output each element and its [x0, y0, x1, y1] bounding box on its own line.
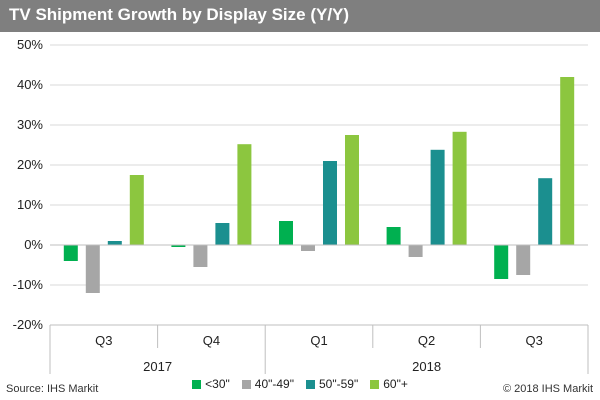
bar — [301, 245, 315, 251]
legend-swatch — [192, 380, 202, 389]
bar — [63, 245, 78, 261]
bar — [494, 245, 509, 279]
bar — [237, 144, 252, 245]
y-tick-label: -10% — [13, 277, 44, 292]
bar — [279, 221, 293, 245]
bar — [538, 178, 553, 245]
bar — [215, 223, 230, 245]
legend-item: <30" — [192, 377, 230, 391]
legend-label: <30" — [205, 377, 230, 391]
legend-label: 40"-49" — [254, 377, 294, 391]
bar — [129, 175, 144, 245]
x-tick-label: Q4 — [203, 333, 220, 348]
bar — [516, 245, 531, 275]
bar — [452, 131, 467, 245]
legend-item: 50"-59" — [306, 377, 358, 391]
bar — [345, 135, 359, 245]
year-group-label: 2017 — [143, 359, 172, 374]
bar — [430, 149, 445, 245]
x-tick-label: Q1 — [310, 333, 327, 348]
bar — [560, 77, 575, 245]
legend: <30" 40"-49" 50"-59" 60"+ — [0, 377, 600, 391]
legend-item: 40"-49" — [241, 377, 294, 391]
legend-item: 60"+ — [370, 377, 408, 391]
y-tick-label: 40% — [17, 77, 43, 92]
bar — [193, 245, 208, 267]
bar — [386, 227, 401, 245]
bar — [408, 245, 423, 257]
year-group-label: 2018 — [412, 359, 441, 374]
source-note: Source: IHS Markit — [6, 383, 99, 395]
chart-title: TV Shipment Growth by Display Size (Y/Y) — [9, 5, 350, 24]
legend-swatch — [241, 380, 251, 389]
x-tick-label: Q2 — [418, 333, 435, 348]
legend-label: 60"+ — [383, 377, 408, 391]
y-tick-label: -20% — [13, 317, 44, 332]
y-tick-label: 0% — [24, 237, 43, 252]
legend-swatch — [370, 380, 380, 389]
y-tick-label: 50% — [17, 37, 43, 52]
y-tick-label: 30% — [17, 117, 43, 132]
y-tick-label: 20% — [17, 157, 43, 172]
copyright-note: © 2018 IHS Markit — [502, 383, 593, 395]
y-tick-label: 10% — [17, 197, 43, 212]
title-bar: TV Shipment Growth by Display Size (Y/Y) — [0, 0, 600, 32]
legend-swatch — [306, 380, 315, 389]
x-tick-label: Q3 — [95, 333, 112, 348]
legend-label: 50"-59" — [319, 377, 359, 391]
bar — [323, 161, 337, 245]
bar — [107, 241, 122, 245]
bar — [85, 245, 100, 293]
bar — [171, 245, 186, 247]
x-tick-label: Q3 — [526, 333, 543, 348]
